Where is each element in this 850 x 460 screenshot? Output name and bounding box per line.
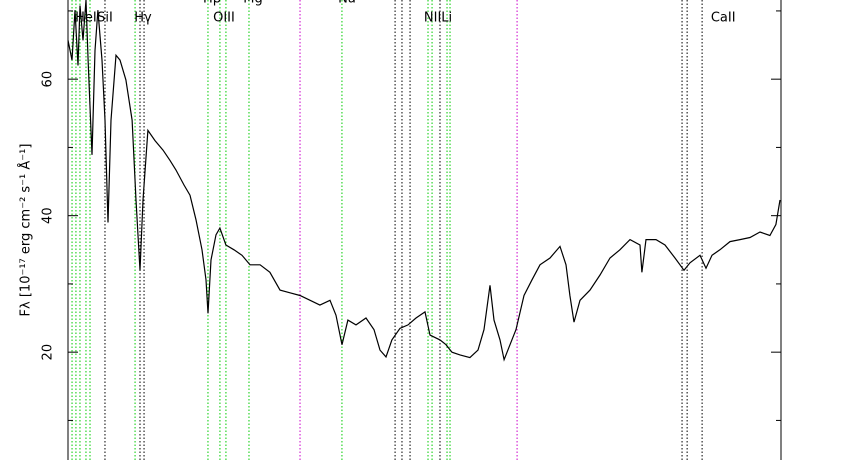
y-tick-label: 20 bbox=[41, 344, 56, 361]
line-label: Hβ bbox=[203, 0, 221, 7]
y-axis-label: Fλ [10⁻¹⁷ erg cm⁻² s⁻¹ Å⁻¹] bbox=[18, 144, 34, 317]
spectrum-line bbox=[67, 0, 781, 362]
line-label: Hγ bbox=[134, 11, 152, 26]
y-tick-label: 40 bbox=[41, 207, 56, 224]
line-label: CaII bbox=[711, 11, 736, 26]
line-label: NIILi bbox=[424, 11, 452, 26]
line-label: Mg bbox=[243, 0, 262, 7]
y-tick-label: 60 bbox=[41, 71, 56, 88]
line-label: Na bbox=[338, 0, 356, 7]
line-label: OIII bbox=[213, 11, 235, 26]
line-label: SiI bbox=[97, 11, 113, 26]
